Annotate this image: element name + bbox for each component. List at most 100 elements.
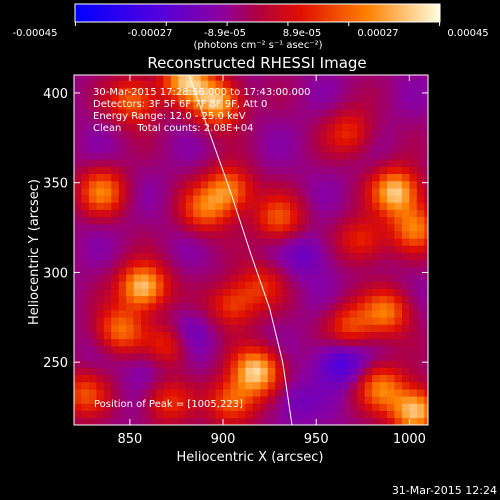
heatmap-cell (208, 145, 216, 153)
heatmap-cell (305, 109, 313, 117)
heatmap-cell (178, 216, 187, 225)
heatmap-cell (275, 338, 283, 347)
heatmap-cell (424, 353, 428, 361)
heatmap-cell (267, 152, 276, 160)
heatmap-cell (215, 381, 224, 390)
heatmap-cell (267, 288, 276, 297)
heatmap-cell (155, 389, 164, 397)
heatmap-cell (372, 389, 380, 397)
heatmap-cell (126, 145, 134, 153)
heatmap-cell (215, 195, 224, 203)
heatmap-cell (163, 180, 172, 189)
heatmap-cell (245, 231, 254, 239)
heatmap-cell (163, 331, 172, 340)
heatmap-cell (416, 367, 425, 376)
heatmap-cell (372, 317, 380, 325)
heatmap-image (74, 75, 428, 425)
heatmap-cell (379, 80, 388, 88)
heatmap-cell (111, 166, 120, 175)
heatmap-cell (342, 209, 351, 218)
heatmap-cell (141, 281, 149, 289)
heatmap-cell (223, 188, 231, 196)
heatmap-cell (223, 331, 231, 340)
heatmap-cell (170, 159, 179, 167)
heatmap-cell (349, 238, 358, 246)
heatmap-cell (342, 101, 351, 110)
heatmap-cell (185, 216, 194, 225)
heatmap-cell (155, 159, 164, 167)
heatmap-cell (275, 374, 283, 383)
heatmap-cell (118, 367, 127, 376)
heatmap-cell (401, 274, 410, 282)
heatmap-cell (245, 137, 254, 146)
heatmap-cell (312, 324, 321, 332)
heatmap-cell (230, 267, 239, 275)
heatmap-cell (103, 353, 112, 361)
heatmap-cell (118, 410, 127, 419)
heatmap-cell (170, 381, 179, 390)
heatmap-cell (305, 231, 313, 239)
heatmap-cell (223, 173, 231, 182)
heatmap-cell (342, 238, 351, 246)
heatmap-cell (215, 281, 224, 289)
heatmap-cell (290, 195, 298, 203)
heatmap-cell (111, 324, 120, 332)
heatmap-cell (237, 145, 246, 153)
heatmap-cell (208, 80, 216, 88)
heatmap-cell (312, 295, 321, 304)
heatmap-cell (364, 374, 373, 383)
heatmap-cell (424, 109, 428, 117)
heatmap-cell (334, 180, 343, 189)
heatmap-cell (163, 252, 172, 261)
heatmap-cell (88, 267, 97, 275)
heatmap-cell (327, 145, 336, 153)
heatmap-cell (394, 396, 403, 404)
heatmap-cell (275, 259, 283, 268)
heatmap-cell (334, 331, 343, 340)
heatmap-cell (282, 259, 291, 268)
heatmap-cell (81, 381, 90, 390)
heatmap-cell (387, 238, 395, 246)
heatmap-cell (208, 231, 216, 239)
heatmap-cell (327, 281, 336, 289)
heatmap-cell (364, 101, 373, 110)
heatmap-cell (267, 195, 276, 203)
heatmap-cell (409, 159, 418, 167)
heatmap-cell (342, 410, 351, 419)
heatmap-cell (305, 75, 313, 81)
heatmap-cell (409, 75, 418, 81)
heatmap-cell (305, 317, 313, 325)
heatmap-cell (245, 195, 254, 203)
heatmap-cell (148, 281, 157, 289)
heatmap-cell (178, 267, 187, 275)
heatmap-cell (88, 367, 97, 376)
heatmap-cell (282, 288, 291, 297)
heatmap-cell (178, 245, 187, 253)
heatmap-cell (245, 353, 254, 361)
heatmap-cell (319, 137, 328, 146)
heatmap-cell (81, 87, 90, 96)
heatmap-cell (372, 101, 380, 110)
heatmap-cell (230, 374, 239, 383)
heatmap-cell (409, 188, 418, 196)
heatmap-cell (193, 166, 201, 175)
heatmap-cell (424, 274, 428, 282)
heatmap-cell (349, 166, 358, 175)
heatmap-cell (193, 360, 201, 368)
heatmap-cell (401, 317, 410, 325)
heatmap-cell (193, 87, 201, 96)
heatmap-cell (282, 101, 291, 110)
heatmap-cell (319, 367, 328, 376)
heatmap-cell (111, 145, 120, 153)
heatmap-cell (185, 116, 194, 124)
heatmap-cell (327, 238, 336, 246)
heatmap-cell (387, 259, 395, 268)
heatmap-cell (155, 374, 164, 383)
heatmap-cell (297, 180, 306, 189)
heatmap-cell (223, 274, 231, 282)
heatmap-cell (267, 389, 276, 397)
heatmap-cell (401, 123, 410, 131)
heatmap-cell (163, 216, 172, 225)
heatmap-cell (282, 109, 291, 117)
heatmap-cell (215, 267, 224, 275)
